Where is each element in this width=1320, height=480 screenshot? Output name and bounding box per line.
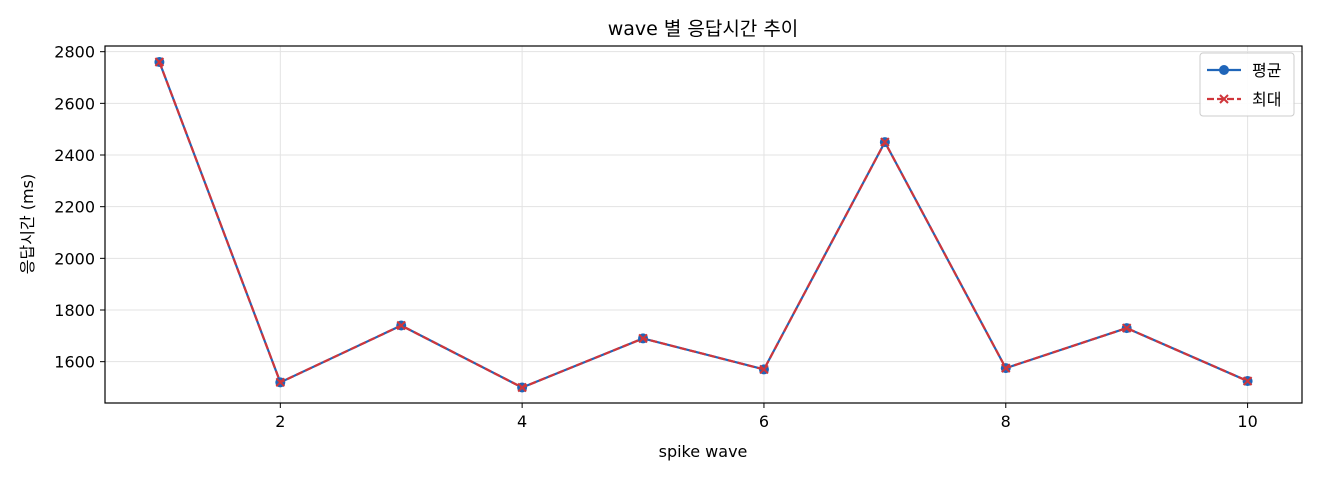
legend-marker-x <box>1219 94 1229 104</box>
data-point-x <box>1001 363 1011 373</box>
series-layer <box>154 57 1253 393</box>
y-tick-label: 2000 <box>54 249 95 268</box>
x-tick-label: 8 <box>1001 412 1011 431</box>
y-axis-label: 응답시간 (ms) <box>18 174 37 274</box>
grid-layer <box>105 46 1302 403</box>
data-point-x <box>638 333 648 344</box>
y-tick-label: 2200 <box>54 198 95 217</box>
data-point-x <box>759 364 769 375</box>
y-tick-label: 2400 <box>54 146 95 165</box>
chart-title: wave 별 응답시간 추이 <box>608 18 799 40</box>
legend-label: 최대 <box>1252 90 1281 109</box>
y-tick-label: 2800 <box>54 43 95 62</box>
y-tick-label: 1600 <box>54 353 95 372</box>
series-line-1 <box>158 61 1249 389</box>
legend-entry: 최대 <box>1207 90 1281 109</box>
y-tick-label: 2600 <box>54 94 95 113</box>
legend-entry: 평균 <box>1207 61 1281 80</box>
data-point-x <box>275 377 286 388</box>
data-point-x <box>1121 323 1132 333</box>
data-point-x <box>396 320 406 331</box>
data-point-x <box>517 382 527 393</box>
y-tick-label: 1800 <box>54 301 95 320</box>
x-axis-label: spike wave <box>659 442 748 461</box>
tick-layer: 2 4 6 8 10 1600 1800 2000 2200 2400 2600 2800 <box>54 43 1257 431</box>
x-tick-label: 10 <box>1237 412 1257 431</box>
x-tick-label: 4 <box>517 412 527 431</box>
series-line-2 <box>158 61 1249 389</box>
plot-frame <box>104 45 1303 404</box>
data-point-x <box>880 137 890 147</box>
legend-marker-circle <box>1219 65 1229 75</box>
data-point-x <box>154 57 165 67</box>
x-tick-label: 2 <box>275 412 285 431</box>
x-tick-label: 6 <box>759 412 769 431</box>
legend-label: 평균 <box>1252 61 1281 80</box>
data-point-x <box>1242 376 1253 386</box>
